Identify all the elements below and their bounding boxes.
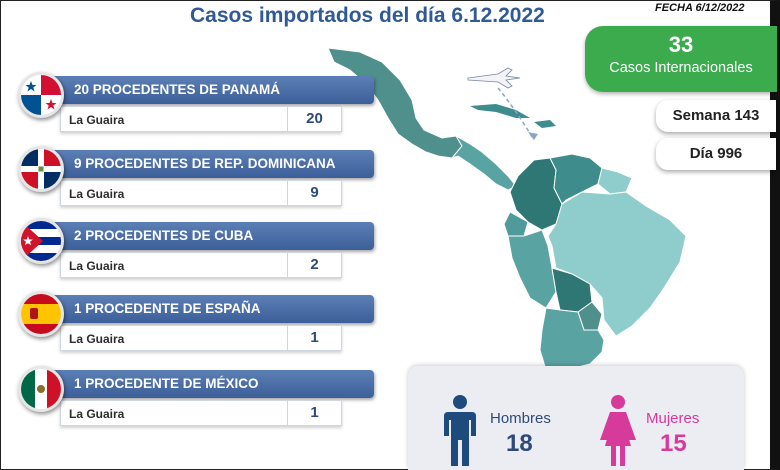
- city-row: La Guaira 9: [60, 180, 342, 206]
- city-count: 20: [287, 107, 341, 131]
- country-card-panama: 20 PROCEDENTES DE PANAMÁ La Guaira 20: [14, 70, 374, 134]
- city-label: La Guaira: [69, 259, 125, 273]
- city-count: 1: [287, 401, 341, 425]
- map-guianas: [597, 167, 633, 195]
- country-card-mexico: 1 PROCEDENTE DE MÉXICO La Guaira 1: [14, 364, 374, 428]
- week-badge: Semana 143: [656, 100, 776, 132]
- woman-icon: [600, 395, 636, 466]
- map-brazil: [547, 191, 687, 337]
- country-heading: 1 PROCEDENTE DE ESPAÑA: [44, 295, 374, 323]
- women-label: Mujeres: [646, 410, 700, 427]
- city-label: La Guaira: [69, 407, 125, 421]
- map-hispaniola: [534, 120, 556, 128]
- mexico-flag-icon: [18, 366, 64, 412]
- city-label: La Guaira: [69, 113, 125, 127]
- international-count: 33: [668, 32, 694, 57]
- city-label: La Guaira: [69, 187, 125, 201]
- dominican-republic-flag-icon: [18, 146, 64, 192]
- city-row: La Guaira 20: [60, 106, 342, 132]
- city-count: 1: [287, 326, 341, 350]
- page-title: Casos importados del día 6.12.2022: [190, 4, 545, 27]
- country-heading: 9 PROCEDENTES DE REP. DOMINICANA: [44, 150, 374, 178]
- country-card-cuba: 2 PROCEDENTES DE CUBA La Guaira 2: [14, 216, 374, 280]
- men-label: Hombres: [490, 410, 551, 427]
- map-southern-cone: [539, 307, 605, 371]
- women-count: 15: [660, 430, 687, 457]
- city-row: La Guaira 2: [60, 252, 342, 278]
- country-heading: 1 PROCEDENTE DE MÉXICO: [44, 370, 374, 398]
- city-count: 2: [287, 253, 341, 277]
- map-cuba: [470, 104, 530, 118]
- men-count: 18: [506, 430, 533, 457]
- country-heading: 20 PROCEDENTES DE PANAMÁ: [44, 76, 374, 104]
- gender-panel: Hombres 18 Mujeres 15: [408, 366, 744, 470]
- city-count: 9: [287, 181, 341, 205]
- date-label: FECHA 6/12/2022: [655, 2, 745, 14]
- spain-flag-icon: [18, 291, 64, 337]
- city-row: La Guaira 1: [60, 400, 342, 426]
- map-central-america: [450, 134, 517, 191]
- panama-flag-icon: [18, 72, 64, 118]
- country-card-dominican-republic: 9 PROCEDENTES DE REP. DOMINICANA La Guai…: [14, 144, 374, 208]
- latin-america-map: [327, 47, 687, 371]
- city-label: La Guaira: [69, 332, 125, 346]
- cuba-flag-icon: [18, 218, 64, 264]
- country-heading: 2 PROCEDENTES DE CUBA: [44, 222, 374, 250]
- airplane-icon: [467, 67, 521, 89]
- international-label: Casos Internacionales: [609, 60, 753, 76]
- man-icon: [444, 395, 476, 466]
- country-card-spain: 1 PROCEDENTE DE ESPAÑA La Guaira 1: [14, 289, 374, 353]
- day-badge: Día 996: [656, 138, 776, 170]
- city-row: La Guaira 1: [60, 325, 342, 351]
- map-peru: [507, 229, 557, 309]
- international-cases-badge: 33 Casos Internacionales: [585, 26, 777, 92]
